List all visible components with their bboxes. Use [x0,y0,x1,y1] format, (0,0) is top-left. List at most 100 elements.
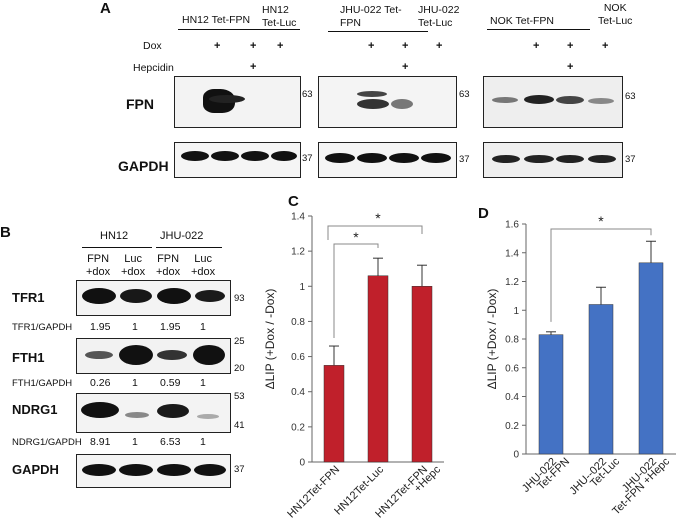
bar [538,334,564,455]
a-g3-underline [487,29,590,30]
b-ratio-label-tfr1: TFR1/GAPDH [12,322,73,333]
a-gapdh-blot-nok [483,142,623,178]
a-dox-label: Dox [143,40,162,52]
a-g1-underline [178,29,300,30]
y-tick-label: 1.4 [291,212,305,223]
bar [323,365,345,463]
chart-d: 0 0.2 0.4 0.6 0.8 1 1.2 1.4 1.6 ΔLIP (+Dox / -Dox… [485,213,676,518]
bar [638,262,664,455]
y-tick-label: 0.8 [505,335,519,346]
y-tick-label: 0 [299,458,305,469]
a-plus: + [436,40,443,52]
b-ratio-value: 1 [200,377,206,389]
b-ratio-value: 1 [132,377,138,389]
significance-star: * [353,229,359,245]
b-lane-label: FPN +dox [86,253,111,278]
b-marker-tfr1-93: 93 [234,293,245,304]
y-tick-label: 0.8 [291,317,305,328]
a-fpn-row-label: FPN [126,96,154,112]
b-row-label-ndrg1: NDRG1 [12,402,58,417]
a-g2-tet-luc-label: JHU-022 Tet-Luc [418,4,460,29]
a-fpn-mw-jhu: 63 [459,89,470,100]
a-fpn-mw-hn12: 63 [302,89,313,100]
b-ratio-value: 1 [200,321,206,333]
b-lane-label: Luc +dox [121,253,146,278]
a-plus: + [567,61,574,73]
bar [367,275,389,463]
significance-bracket [333,243,379,339]
y-tick-label: 1 [299,282,305,293]
b-row-label-tfr1: TFR1 [12,290,45,305]
a-plus: + [533,40,540,52]
b-ratio-value: 1.95 [160,321,181,333]
significance-star: * [598,213,604,229]
y-tick-label: 0.2 [291,422,305,433]
b-blot-fth1 [76,338,231,374]
a-gapdh-blot-hn12 [174,142,301,178]
a-plus: + [567,40,574,52]
y-tick-label: 0.4 [505,392,519,403]
y-tick-label: 1.6 [505,220,519,231]
a-gapdh-blot-jhu [318,142,457,178]
a-fpn-blot-jhu [318,76,457,128]
y-tick-label: 0.6 [505,363,519,374]
y-tick-label: 0.6 [291,352,305,363]
a-gapdh-mw-nok: 37 [625,154,636,165]
a-plus: + [250,40,257,52]
b-cellline-jhu: JHU-022 [160,230,204,242]
b-ratio-value: 1.95 [90,321,111,333]
b-row-label-gapdh: GAPDH [12,462,59,477]
y-tick-label: 0 [513,450,519,461]
a-g3-tet-fpn-label: NOK Tet-FPN [490,15,554,27]
bar [588,304,614,455]
b-ratio-value: 1 [132,321,138,333]
b-ratio-value: 1 [200,436,206,448]
a-plus: + [250,61,257,73]
a-gapdh-row-label: GAPDH [118,158,169,174]
a-g1-tet-luc-label: HN12 Tet-Luc [262,4,297,29]
y-axis-title: ΔLIP (+Dox / -Dox) [485,289,499,390]
b-marker-fth1-25: 25 [234,336,245,347]
significance-bracket [550,228,652,322]
a-g1-tet-fpn-label: HN12 Tet-FPN [182,14,251,26]
a-gapdh-mw-jhu: 37 [459,154,470,165]
y-tick-label: 1.2 [505,277,519,288]
b-marker-ndrg1-41: 41 [234,420,245,431]
panel-d-letter: D [478,205,489,222]
b-ratio-value: 6.53 [160,436,181,448]
b-cellline-hn12: HN12 [100,230,129,242]
panel-a-letter: A [100,0,111,17]
b-ratio-value: 1 [132,436,138,448]
b-ratio-value: 8.91 [90,436,111,448]
b-blot-ndrg1 [76,393,231,433]
b-lane-label: FPN +dox [156,253,181,278]
a-plus: + [368,40,375,52]
a-fpn-blot-nok [483,76,623,128]
a-plus: + [277,40,284,52]
y-tick-label: 1.2 [291,247,305,258]
x-tick-label: HN12Tet-FPN [285,464,342,521]
b-ratio-value: 0.59 [160,377,181,389]
y-tick-label: 1 [513,306,519,317]
b-marker-fth1-20: 20 [234,363,245,374]
b-blot-tfr1 [76,280,231,316]
y-tick-label: 0.4 [291,387,305,398]
a-hepcidin-label: Hepcidin [133,62,174,74]
significance-bracket [327,225,423,240]
b-ratio-value: 0.26 [90,377,111,389]
chart-c: 0 0.2 0.4 0.6 0.8 1 1.2 1.4 ΔLIP (+Dox / -Dox) HN… [263,210,444,521]
b-blot-gapdh [76,454,231,488]
a-g2-tet-fpn-label: JHU-022 Tet- FPN [340,4,402,29]
y-tick-label: 1.4 [505,248,519,259]
panel-b-letter: B [0,224,11,241]
a-plus: + [602,40,609,52]
a-g2-underline [328,31,428,32]
significance-star: * [375,210,381,226]
y-axis-title: ΔLIP (+Dox / -Dox) [263,289,277,390]
b-hn12-underline [82,247,152,248]
b-lane-label: Luc +dox [191,253,216,278]
b-ratio-label-fth1: FTH1/GAPDH [12,378,73,389]
a-plus: + [402,61,409,73]
b-marker-gapdh-37: 37 [234,464,245,475]
a-gapdh-mw-hn12: 37 [302,153,313,164]
